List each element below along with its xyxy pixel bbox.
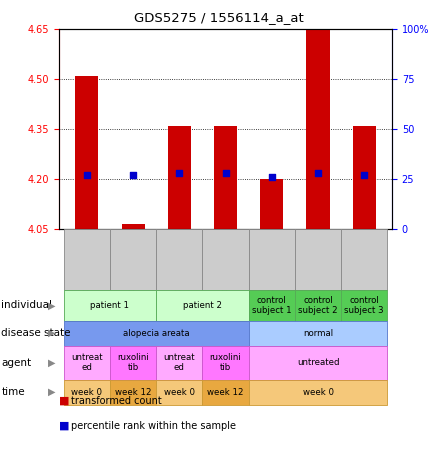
Point [361, 171, 368, 178]
Text: normal: normal [303, 329, 333, 337]
Text: control
subject 3: control subject 3 [344, 296, 384, 315]
Text: week 12: week 12 [207, 388, 244, 396]
Text: untreat
ed: untreat ed [71, 353, 102, 372]
Point [268, 173, 276, 181]
Bar [121, 224, 145, 229]
Text: transformed count: transformed count [71, 396, 162, 406]
Text: patient 1: patient 1 [91, 301, 130, 310]
Text: untreat
ed: untreat ed [163, 353, 195, 372]
Point [176, 169, 183, 177]
Text: control
subject 2: control subject 2 [298, 296, 338, 315]
Point [130, 171, 137, 178]
Text: individual: individual [1, 300, 52, 310]
Text: disease state: disease state [1, 328, 71, 338]
Bar [75, 76, 99, 229]
Bar [168, 126, 191, 229]
Bar [353, 126, 376, 229]
Bar [307, 29, 329, 229]
Text: week 12: week 12 [115, 388, 152, 396]
Text: control
subject 1: control subject 1 [252, 296, 292, 315]
Text: ■: ■ [59, 396, 70, 406]
Bar [214, 126, 237, 229]
Text: GDS5275 / 1556114_a_at: GDS5275 / 1556114_a_at [134, 11, 304, 24]
Text: ruxolini
tib: ruxolini tib [117, 353, 149, 372]
Text: week 0: week 0 [303, 388, 333, 396]
Text: ▶: ▶ [48, 387, 56, 397]
Bar [260, 179, 283, 229]
Text: ▶: ▶ [48, 300, 56, 310]
Point [83, 171, 90, 178]
Point [222, 169, 229, 177]
Text: ▶: ▶ [48, 357, 56, 368]
Point [314, 169, 321, 177]
Text: time: time [1, 387, 25, 397]
Text: ■: ■ [59, 421, 70, 431]
Text: agent: agent [1, 357, 32, 368]
Text: alopecia areata: alopecia areata [123, 329, 190, 337]
Text: week 0: week 0 [71, 388, 102, 396]
Text: percentile rank within the sample: percentile rank within the sample [71, 421, 237, 431]
Text: ruxolini
tib: ruxolini tib [210, 353, 241, 372]
Text: untreated: untreated [297, 358, 339, 367]
Text: week 0: week 0 [164, 388, 195, 396]
Text: ▶: ▶ [48, 328, 56, 338]
Text: patient 2: patient 2 [183, 301, 222, 310]
